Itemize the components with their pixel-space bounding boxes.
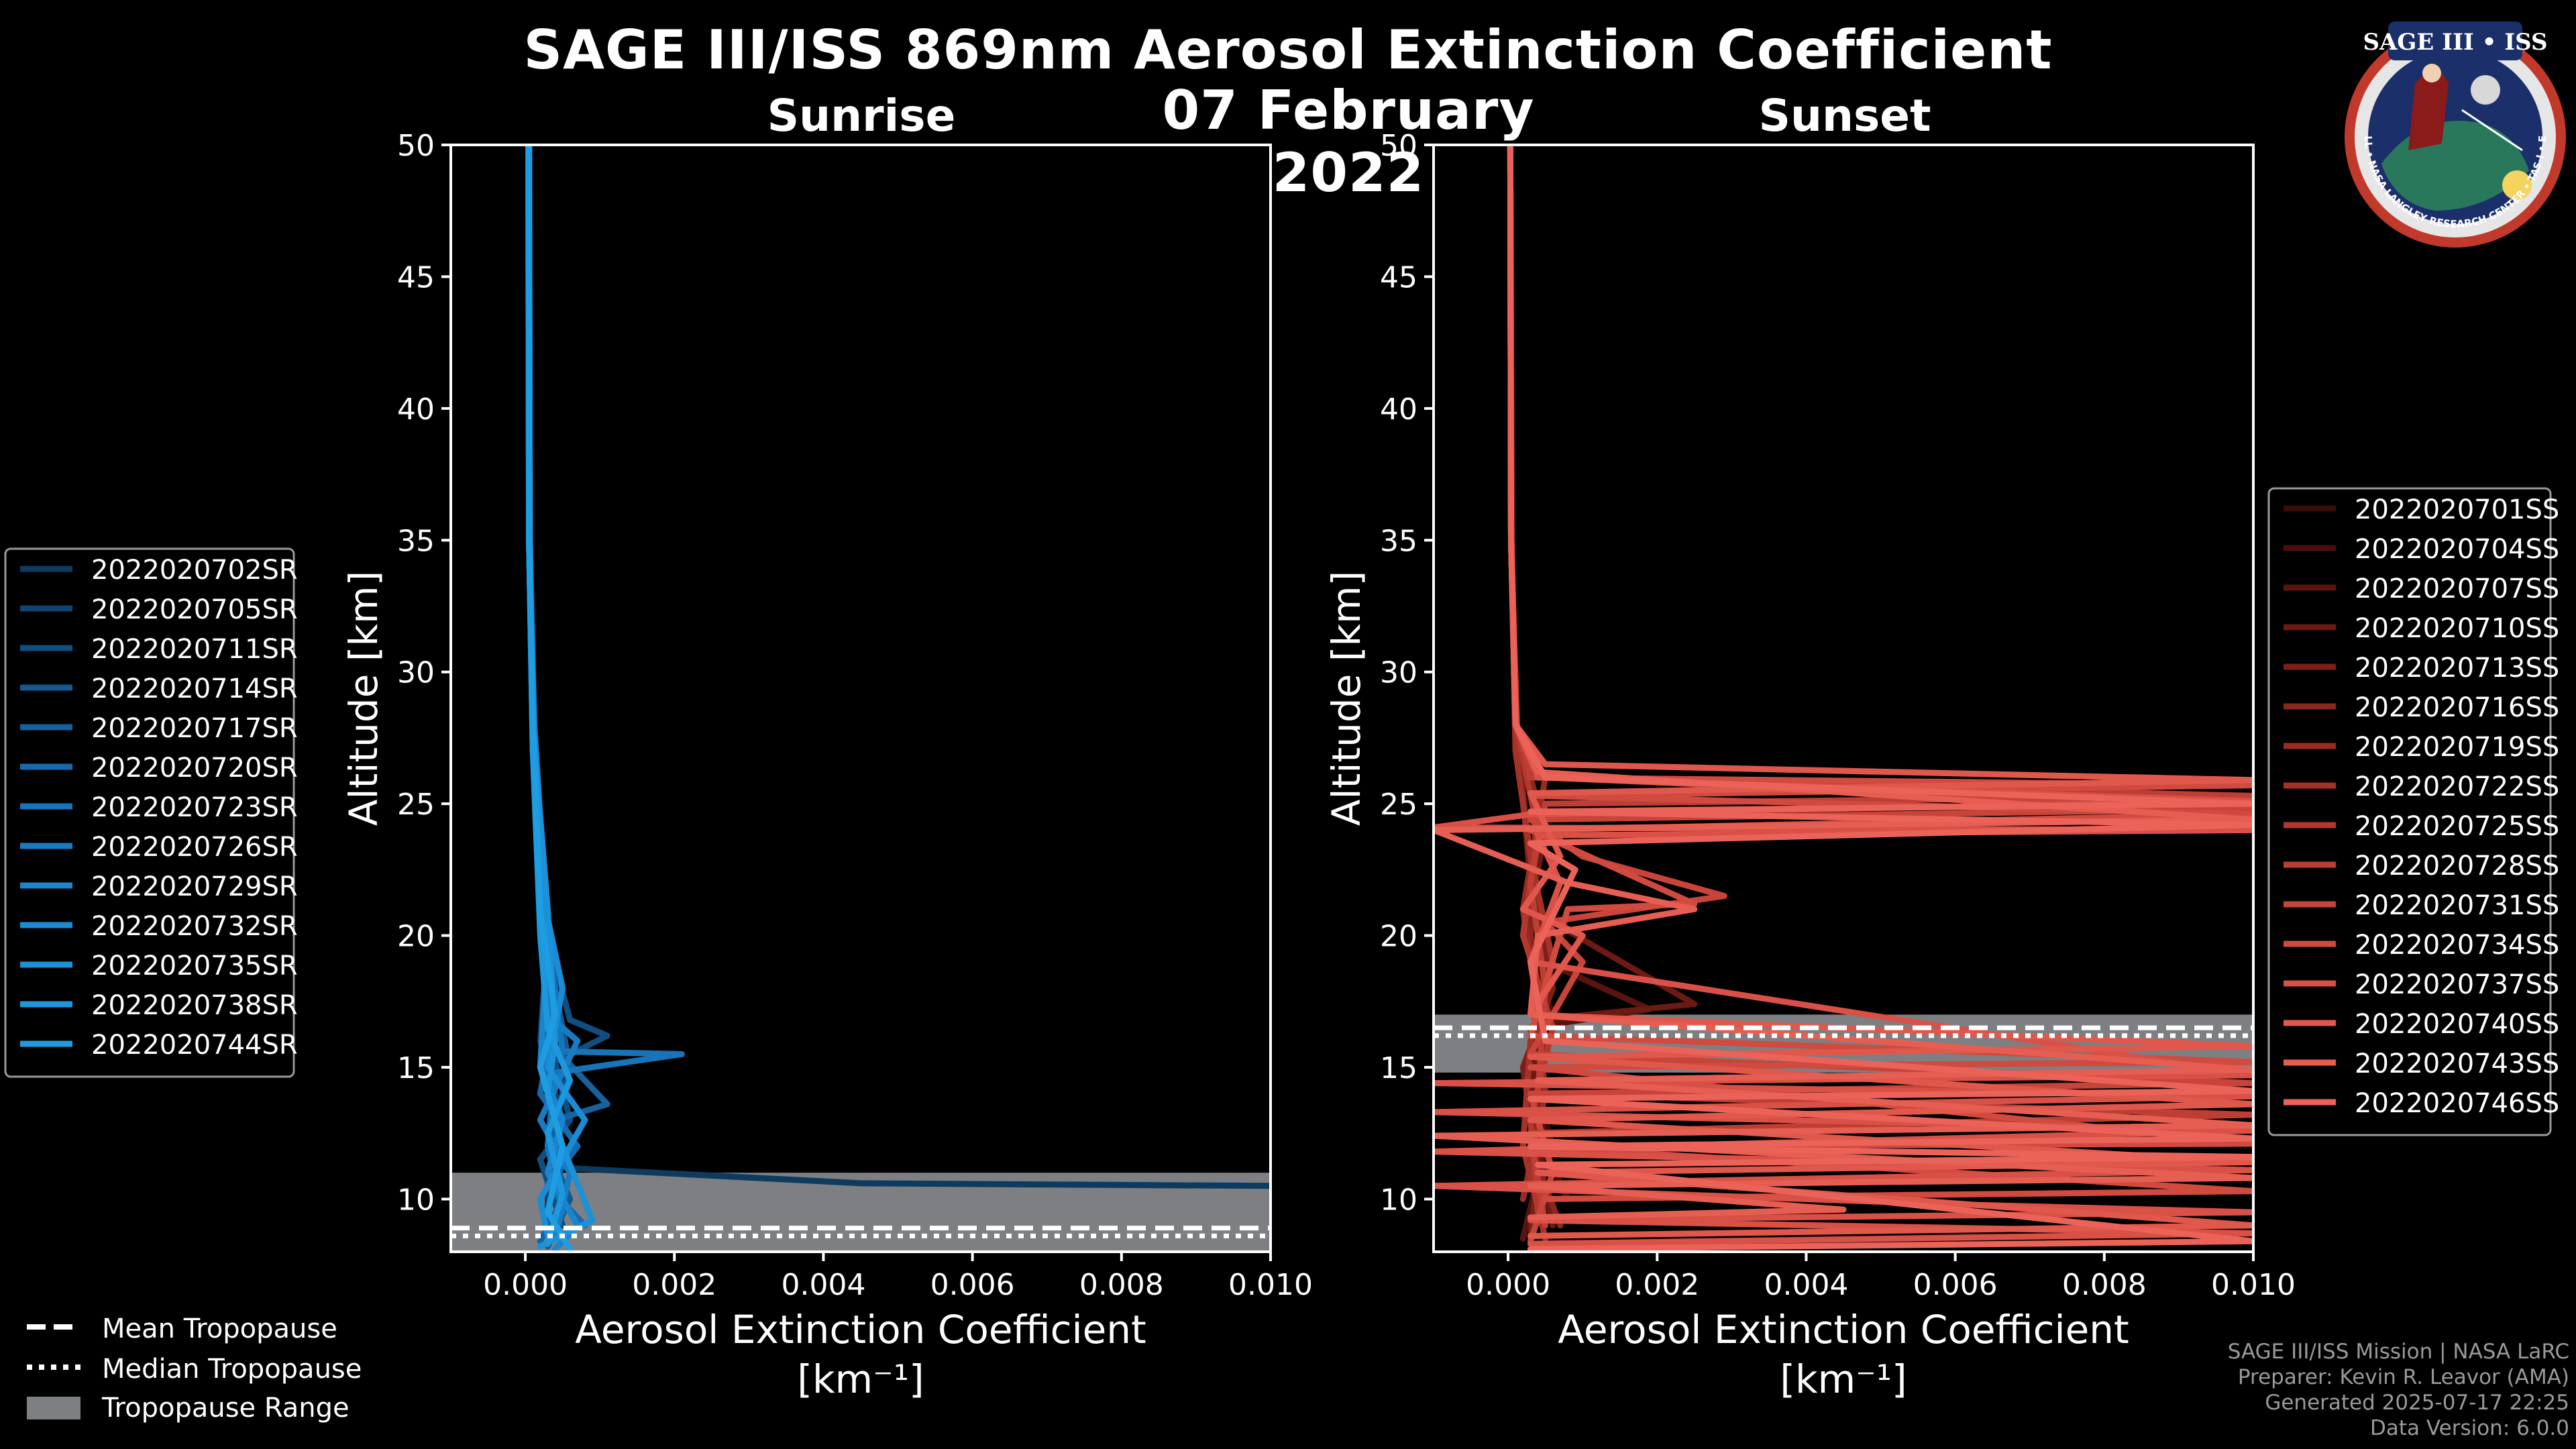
legend-label: 2022020720SR xyxy=(91,753,298,784)
legend-label: 2022020711SR xyxy=(91,634,298,665)
legend-range-label: Tropopause Range xyxy=(101,1393,350,1424)
left-series-legend: 2022020702SR 2022020705SR 2022020711SR 2022… xyxy=(4,547,298,1078)
y-tick-label: 50 xyxy=(397,129,435,163)
legend-label: 2022020714SR xyxy=(91,674,298,704)
legend-mean-label: Mean Tropopause xyxy=(102,1313,337,1344)
legend-label: 2022020710SS xyxy=(2355,613,2559,644)
credits-mission: SAGE III/ISS Mission | NASA LaRC xyxy=(2227,1340,2569,1364)
y-tick-label: 10 xyxy=(397,1183,435,1217)
legend-label: 2022020707SS xyxy=(2355,574,2559,604)
legend-label: 2022020743SS xyxy=(2355,1049,2559,1079)
right-x-axis-label: Aerosol Extinction Coefficient xyxy=(1558,1307,2129,1352)
right-x-axis-unit: [km⁻¹] xyxy=(1780,1356,1907,1402)
legend-label: 2022020732SR xyxy=(91,911,298,942)
y-tick-label: 50 xyxy=(1380,129,1417,163)
figure-date: 07 February 2022 xyxy=(1162,79,1535,204)
logo-title: SAGE III • ISS xyxy=(2363,29,2547,56)
legend-label: 2022020744SR xyxy=(91,1030,298,1061)
y-tick-label: 20 xyxy=(397,920,435,954)
series-line-2022020744SR xyxy=(526,145,574,1252)
y-tick-label: 30 xyxy=(397,656,435,690)
credits-generated: Generated 2025-07-17 22:25 xyxy=(2265,1391,2569,1415)
sage-iii-iss-mission-logo: SAGE III • ISS BALL • NASA LANGLEY RESEA… xyxy=(2341,9,2566,248)
right-series-group xyxy=(1434,145,2253,1252)
legend-label: 2022020726SR xyxy=(91,832,298,863)
y-tick-label: 45 xyxy=(1380,260,1417,294)
left-y-axis-label: Altitude [km] xyxy=(341,571,386,826)
right-y-axis-label: Altitude [km] xyxy=(1324,571,1369,826)
left-panel: 10 15 20 25 30 35 40 45 50 0.000 0.002 0.004 0.006 0.… xyxy=(4,129,1313,1402)
y-tick-label: 20 xyxy=(1380,920,1417,954)
series-line-2022020746SS xyxy=(1507,145,2253,1252)
credits-data-version: Data Version: 6.0.0 xyxy=(2369,1416,2569,1440)
right-series-legend: 2022020701SS 2022020704SS 2022020707SS 2022… xyxy=(2267,487,2559,1136)
legend-label: 2022020731SS xyxy=(2355,890,2559,921)
x-tick-label: 0.004 xyxy=(1764,1268,1848,1302)
x-tick-label: 0.008 xyxy=(2062,1268,2147,1302)
legend-label: 2022020725SS xyxy=(2355,811,2559,842)
legend-range-swatch xyxy=(27,1397,80,1419)
x-tick-label: 0.000 xyxy=(483,1268,568,1302)
y-tick-label: 40 xyxy=(1380,392,1417,427)
legend-label: 2022020738SR xyxy=(91,990,298,1021)
legend-label: 2022020704SS xyxy=(2355,534,2559,565)
x-tick-label: 0.004 xyxy=(781,1268,865,1302)
left-x-axis-unit: [km⁻¹] xyxy=(797,1356,924,1402)
legend-label: 2022020705SR xyxy=(91,594,298,625)
legend-label: 2022020740SS xyxy=(2355,1009,2559,1040)
y-tick-label: 25 xyxy=(397,788,435,822)
x-tick-label: 0.010 xyxy=(2211,1268,2296,1302)
series-line-2022020740SS xyxy=(1507,145,2253,1239)
y-tick-label: 45 xyxy=(397,260,435,294)
x-tick-label: 0.000 xyxy=(1466,1268,1550,1302)
y-tick-label: 40 xyxy=(397,392,435,427)
legend-label: 2022020702SR xyxy=(91,555,298,586)
legend-label: 2022020717SR xyxy=(91,713,298,744)
y-tick-label: 25 xyxy=(1380,788,1417,822)
credits-preparer: Preparer: Kevin R. Leavor (AMA) xyxy=(2237,1365,2569,1389)
left-axes-frame xyxy=(449,144,1272,1253)
legend-label: 2022020728SS xyxy=(2355,851,2559,881)
legend-frame xyxy=(4,547,295,1078)
figure-title: SAGE III/ISS 869nm Aerosol Extinction Co… xyxy=(523,19,2053,81)
sunset-panel-title: Sunset xyxy=(1758,90,1931,142)
left-x-axis-label: Aerosol Extinction Coefficient xyxy=(575,1307,1146,1352)
left-plot-area xyxy=(451,145,1271,1252)
legend-label: 2022020734SS xyxy=(2355,930,2559,961)
legend-label: 2022020713SS xyxy=(2355,653,2559,684)
legend-label: 2022020723SR xyxy=(91,792,298,823)
sunrise-panel-title: Sunrise xyxy=(767,90,956,142)
x-tick-label: 0.002 xyxy=(632,1268,716,1302)
legend-label: 2022020746SS xyxy=(2355,1088,2559,1119)
legend-median-label: Median Tropopause xyxy=(102,1354,362,1385)
credits-block: SAGE III/ISS Mission | NASA LaRC Prepare… xyxy=(2228,1339,2569,1441)
legend-frame xyxy=(2267,487,2552,1136)
right-panel: 10 15 20 25 30 35 40 45 50 0.000 0.002 0.004 0.006 0.… xyxy=(1324,129,2559,1402)
y-tick-label: 15 xyxy=(1380,1051,1417,1085)
tropopause-legend: Mean Tropopause Median Tropopause Tropopau… xyxy=(27,1313,362,1424)
legend-label: 2022020716SS xyxy=(2355,692,2559,723)
x-tick-label: 0.006 xyxy=(1913,1268,1998,1302)
y-tick-label: 15 xyxy=(397,1051,435,1085)
x-tick-label: 0.006 xyxy=(930,1268,1015,1302)
legend-label: 2022020735SR xyxy=(91,951,298,981)
x-tick-label: 0.002 xyxy=(1615,1268,1699,1302)
y-tick-label: 35 xyxy=(1380,524,1417,558)
legend-label: 2022020737SS xyxy=(2355,969,2559,1000)
x-tick-label: 0.008 xyxy=(1079,1268,1164,1302)
legend-label: 2022020701SS xyxy=(2355,494,2559,525)
legend-label: 2022020719SS xyxy=(2355,732,2559,763)
y-tick-label: 30 xyxy=(1380,656,1417,690)
x-tick-label: 0.010 xyxy=(1228,1268,1313,1302)
legend-label: 2022020729SR xyxy=(91,871,298,902)
y-tick-label: 35 xyxy=(397,524,435,558)
right-axes-frame xyxy=(1432,144,2255,1253)
left-series-group xyxy=(525,145,1271,1252)
legend-label: 2022020722SS xyxy=(2355,771,2559,802)
y-tick-label: 10 xyxy=(1380,1183,1417,1217)
